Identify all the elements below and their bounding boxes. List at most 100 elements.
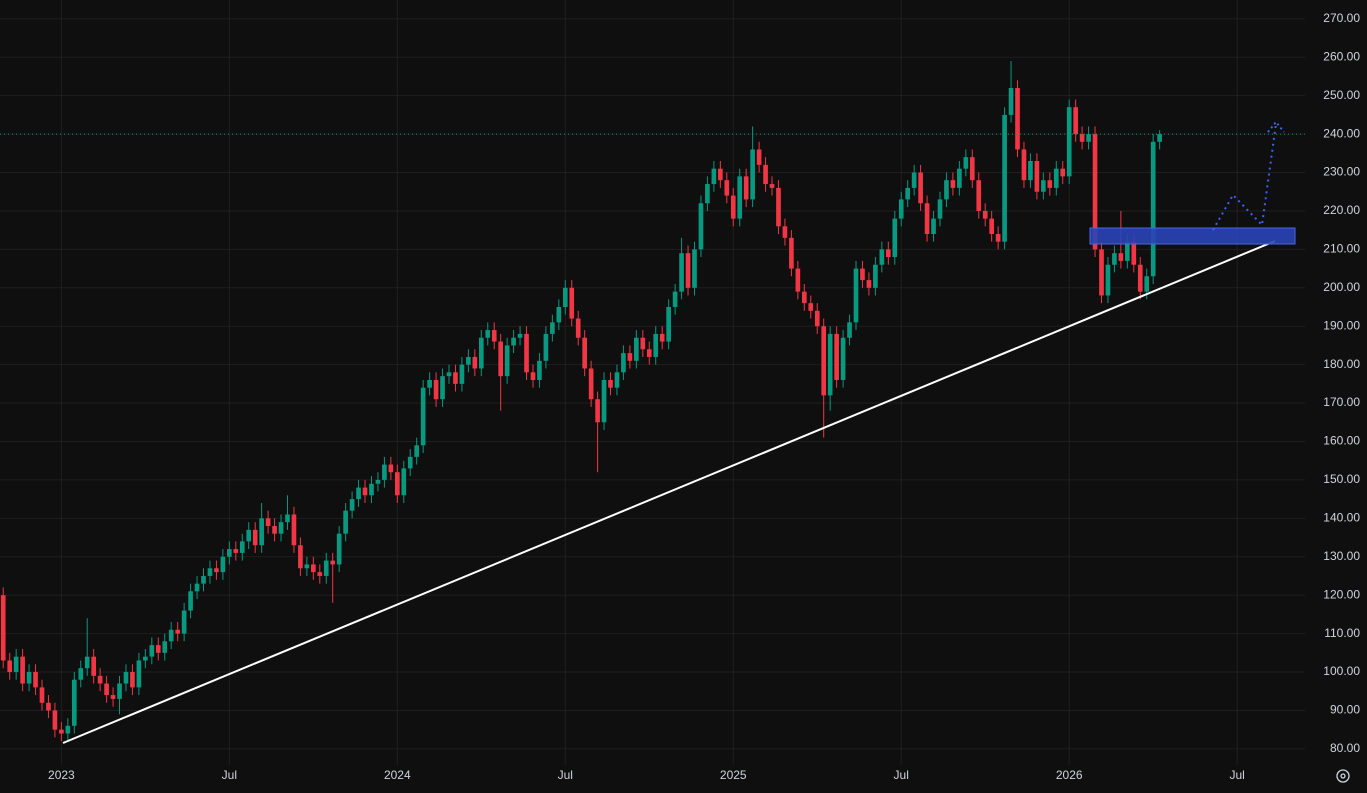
candle-body <box>537 360 542 381</box>
y-tick-label: 190.00 <box>1323 318 1360 332</box>
candle-body <box>1021 149 1027 181</box>
x-tick-label: Jul <box>1229 768 1244 782</box>
candle-body <box>1125 241 1130 261</box>
candle-body <box>201 575 206 584</box>
y-tick-label: 270.00 <box>1323 11 1360 25</box>
candle-body <box>795 268 801 292</box>
candle-body <box>879 249 885 265</box>
candle-body <box>801 291 807 304</box>
settings-button[interactable] <box>1336 769 1350 783</box>
x-tick-label: Jul <box>558 768 573 782</box>
candle-body <box>52 710 58 730</box>
x-tick-label: 2024 <box>384 768 411 782</box>
candle-body <box>104 683 109 696</box>
candle-body <box>1112 253 1117 265</box>
trend-line <box>62 240 1276 744</box>
candle-body <box>246 529 252 542</box>
y-tick-label: 140.00 <box>1323 510 1360 524</box>
y-tick-label: 170.00 <box>1323 395 1360 409</box>
candle-body <box>685 253 691 288</box>
candle-body <box>892 218 898 258</box>
y-tick-label: 200.00 <box>1323 280 1360 294</box>
candle-body <box>885 249 891 258</box>
candle-body <box>214 568 219 573</box>
candle-body <box>911 172 917 188</box>
candle-body <box>1086 134 1091 142</box>
x-tick-label: Jul <box>894 768 909 782</box>
candle-body <box>1118 253 1124 261</box>
candle-body <box>420 387 426 446</box>
candle-body <box>20 656 25 684</box>
candle-body <box>963 157 969 169</box>
candle-body <box>485 330 491 338</box>
y-tick-label: 110.00 <box>1324 626 1360 640</box>
candle-body <box>524 333 529 373</box>
candle-body <box>362 487 368 496</box>
y-tick-label: 240.00 <box>1323 126 1360 140</box>
y-tick-label: 220.00 <box>1323 203 1360 217</box>
candle-body <box>1137 264 1143 292</box>
candle-body <box>311 564 316 573</box>
candle-body <box>711 168 717 185</box>
candle-body <box>304 564 310 569</box>
candle-body <box>679 253 684 292</box>
candle-body <box>26 672 32 684</box>
candle-body <box>407 456 413 469</box>
candle-body <box>123 672 129 684</box>
candle-body <box>446 372 452 377</box>
candle-body <box>666 306 671 342</box>
candle-body <box>143 656 148 661</box>
x-tick-label: 2023 <box>48 768 75 782</box>
candle-body <box>601 380 607 423</box>
candle-body <box>866 280 872 288</box>
candle-body <box>1066 107 1072 177</box>
candle-body <box>188 591 193 611</box>
candle-body <box>1105 264 1111 296</box>
candle-body <box>776 187 781 227</box>
candle-body <box>1060 168 1066 177</box>
x-tick-label: 2026 <box>1056 768 1083 782</box>
candle-body <box>478 337 484 369</box>
candle-body <box>375 479 381 484</box>
candle-body <box>278 522 284 534</box>
y-tick-label: 230.00 <box>1323 165 1360 179</box>
candle-body <box>1053 168 1059 188</box>
candle-body <box>1157 134 1162 142</box>
candle-body <box>782 226 788 238</box>
candle-body <box>924 203 930 234</box>
candle-body <box>498 341 504 377</box>
candle-body <box>847 322 852 338</box>
candle-body <box>252 529 258 546</box>
candle-body <box>737 176 743 219</box>
y-tick-label: 150.00 <box>1323 472 1360 486</box>
y-tick-label: 120.00 <box>1323 587 1360 601</box>
candle-body <box>840 337 846 381</box>
candle-body <box>0 595 6 661</box>
drawings <box>62 120 1296 744</box>
candle-body <box>343 510 348 534</box>
candle-body <box>33 672 38 688</box>
candle-body <box>459 364 465 384</box>
grid <box>0 0 1305 765</box>
candle-body <box>1002 114 1007 242</box>
candle-body <box>1047 180 1053 188</box>
y-tick-label: 80.00 <box>1330 741 1360 755</box>
candle-body <box>472 356 478 369</box>
candle-body <box>608 380 613 388</box>
x-tick-label: Jul <box>222 768 237 782</box>
candle-body <box>582 337 587 369</box>
candle-body <box>369 483 374 496</box>
candle-body <box>976 180 982 211</box>
candle-body <box>905 187 911 200</box>
candle-body <box>427 380 432 388</box>
candle-body <box>556 306 562 323</box>
candle-body <box>692 249 697 288</box>
candle-body <box>569 287 575 319</box>
candle-body <box>71 679 77 726</box>
candle-body <box>298 545 303 569</box>
candle-body <box>595 399 600 423</box>
candle-body <box>995 233 1001 242</box>
candle-body <box>7 660 13 673</box>
candle-body <box>705 184 710 204</box>
